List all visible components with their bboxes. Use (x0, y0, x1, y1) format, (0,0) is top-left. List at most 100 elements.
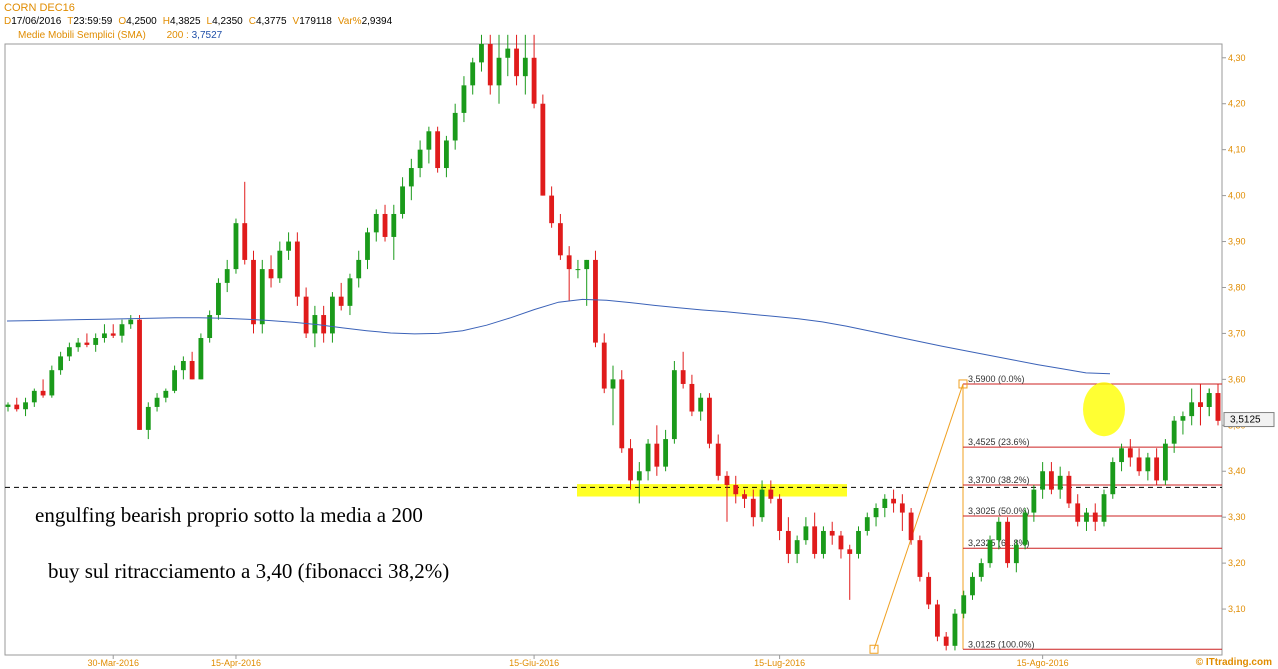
candle-body (549, 195, 555, 224)
candle-body (864, 517, 870, 531)
candle-body (277, 250, 283, 279)
candle-body (1040, 471, 1046, 490)
candle-body (426, 131, 432, 150)
candle (373, 209, 379, 242)
candle (1013, 540, 1019, 573)
candle-body (119, 324, 125, 336)
ohlc-value: 2,9394 (361, 16, 393, 27)
candle (1180, 411, 1186, 435)
candle-body (1171, 420, 1177, 444)
candle-body (531, 57, 537, 104)
candle (961, 590, 967, 619)
sma-legend: Medie Mobili Semplici (SMA) 200 : 3,7527 (18, 30, 222, 41)
candle (365, 227, 370, 270)
candle-body (689, 383, 695, 412)
candle-body (330, 296, 335, 334)
candle (23, 397, 28, 417)
y-tick-label: 3,30 (1228, 512, 1246, 522)
candle (514, 34, 519, 86)
y-tick-label: 3,10 (1228, 604, 1246, 614)
candle (601, 333, 607, 394)
candle-body (768, 489, 774, 499)
candle-body (1215, 393, 1221, 421)
candle-body (978, 563, 984, 577)
candle-body (952, 613, 958, 646)
ohlc-value: 4,2350 (212, 16, 243, 27)
candle-body (829, 530, 835, 536)
candle (391, 204, 397, 260)
candle (654, 425, 660, 476)
sma-value: 3,7527 (191, 30, 223, 41)
candle-body (102, 333, 107, 339)
brand-watermark: © ITtrading.com (1195, 657, 1272, 668)
candle (987, 535, 993, 568)
ohlc-key: H (162, 16, 170, 27)
y-tick-label: 3,20 (1228, 558, 1246, 568)
candle (610, 365, 616, 426)
candle-body (636, 471, 642, 481)
candle-body (49, 370, 55, 396)
candle (40, 379, 46, 398)
candle-body (514, 48, 519, 77)
candle (575, 259, 581, 279)
sma-label: Medie Mobili Semplici (SMA) (18, 30, 146, 41)
candle-body (1189, 402, 1195, 417)
candle-body (23, 402, 28, 410)
candle-body (1013, 544, 1019, 564)
candle-body (1084, 512, 1089, 522)
y-tick-label: 4,00 (1228, 191, 1246, 201)
candle-body (1110, 462, 1116, 495)
fib-level-label: 3,3700 (38.2%) (968, 475, 1030, 485)
fib-anchor-low (869, 644, 879, 654)
candle (321, 305, 327, 343)
candle-body (233, 223, 239, 270)
candle (689, 374, 695, 417)
candle (1048, 462, 1054, 495)
candle-body (487, 44, 493, 86)
candle (557, 213, 563, 260)
candle-body (382, 213, 388, 237)
candle-body (943, 636, 949, 646)
candle-body (93, 338, 99, 345)
candle-body (777, 498, 783, 531)
candle-body (540, 103, 546, 196)
candle-body (742, 494, 747, 499)
y-tick-label: 4,10 (1228, 145, 1246, 155)
candle (66, 342, 72, 361)
candle-body (251, 259, 256, 325)
candle-body (242, 223, 248, 260)
candle-body (899, 503, 905, 513)
candle-body (698, 397, 704, 412)
candle-body (84, 342, 90, 345)
candle (864, 512, 870, 536)
candle-body (347, 278, 353, 306)
candle (242, 181, 248, 265)
candle-body (961, 595, 967, 614)
candle (750, 489, 756, 527)
ohlc-value: 4,3825 (169, 16, 201, 27)
candle-body (163, 390, 169, 398)
candle-body (137, 319, 142, 430)
candle (847, 544, 853, 600)
candle-body (110, 333, 116, 336)
candle (505, 34, 511, 77)
candle-body (575, 269, 581, 271)
candle (1145, 452, 1151, 481)
candle (137, 315, 142, 430)
candle (935, 599, 940, 642)
candle-body (750, 498, 756, 518)
candle (1092, 503, 1098, 531)
candle (347, 273, 353, 316)
candle (93, 333, 99, 352)
candle-body (566, 255, 572, 270)
y-tick-label: 4,30 (1228, 53, 1246, 63)
ohlc-key: O (118, 16, 127, 27)
candle (996, 517, 1002, 550)
candle-body (724, 475, 730, 486)
sma-period: 200 : (166, 30, 189, 41)
candle (1136, 448, 1142, 476)
candle (75, 338, 81, 352)
candle-body (628, 448, 633, 481)
candle (952, 609, 958, 651)
candle-body (31, 390, 37, 403)
